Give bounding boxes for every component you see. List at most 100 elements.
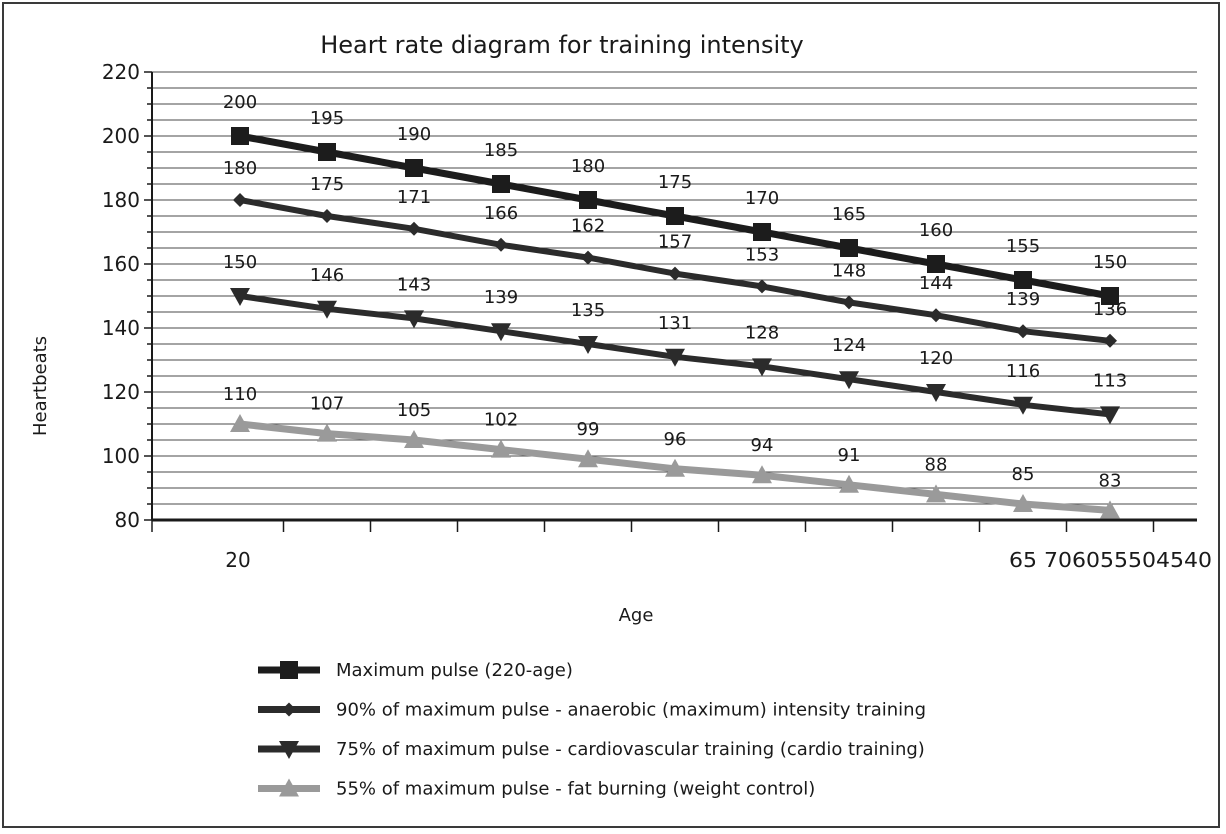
marker-triangle-up <box>1100 500 1120 519</box>
data-label: 153 <box>745 244 779 265</box>
marker-triangle-up <box>279 778 299 797</box>
data-label: 165 <box>832 204 866 225</box>
data-label: 162 <box>571 216 605 237</box>
data-label: 135 <box>571 300 605 321</box>
marker-triangle-down <box>1013 396 1033 415</box>
marker-triangle-up <box>665 458 685 477</box>
marker-triangle-down <box>317 300 337 319</box>
series-2 <box>233 193 1117 348</box>
y-tick-label: 220 <box>102 60 140 84</box>
data-label: 136 <box>1093 299 1127 320</box>
marker-triangle-down <box>230 288 250 306</box>
data-label: 96 <box>664 429 687 450</box>
series <box>230 127 1120 519</box>
marker-square <box>280 661 298 679</box>
marker-square <box>1101 287 1119 305</box>
marker-diamond <box>320 209 334 223</box>
data-label: 144 <box>919 273 953 294</box>
data-label: 157 <box>658 232 692 253</box>
marker-triangle-down <box>752 358 772 377</box>
marker-triangle-up <box>926 484 946 503</box>
data-label: 150 <box>1093 252 1127 273</box>
data-label: 99 <box>577 419 600 440</box>
series-1 <box>231 127 1119 305</box>
x-tick-label: 65 706055504540 <box>1009 548 1212 572</box>
y-tick-label: 200 <box>102 124 140 148</box>
data-label: 107 <box>310 394 344 415</box>
data-label: 120 <box>919 348 953 369</box>
legend-entry: 90% of maximum pulse - anaerobic (maximu… <box>258 700 926 721</box>
legend-entry: 55% of maximum pulse - fat burning (weig… <box>258 778 815 800</box>
marker-diamond <box>407 221 421 236</box>
chart-title: Heart rate diagram for training intensit… <box>320 31 804 59</box>
legend-entry: 75% of maximum pulse - cardiovascular tr… <box>258 739 925 760</box>
legend: Maximum pulse (220-age) 90% of maximum pu… <box>258 660 926 800</box>
data-label: 146 <box>310 265 344 286</box>
marker-triangle-down <box>1100 406 1120 425</box>
marker-diamond <box>1103 333 1117 348</box>
data-label: 185 <box>484 140 518 161</box>
y-tick-label: 160 <box>102 252 140 276</box>
marker-square <box>318 143 336 161</box>
data-label: 110 <box>223 384 257 405</box>
data-label: 143 <box>397 274 431 295</box>
data-label: 171 <box>397 187 431 208</box>
marker-square <box>579 191 597 209</box>
data-label: 94 <box>751 435 774 456</box>
y-tick-label: 120 <box>102 380 140 404</box>
marker-triangle-up <box>491 439 511 458</box>
marker-square <box>492 175 510 193</box>
marker-triangle-up <box>404 430 424 448</box>
legend-label: 55% of maximum pulse - fat burning (weig… <box>336 779 815 800</box>
marker-triangle-up <box>752 465 772 484</box>
marker-square <box>405 159 423 177</box>
marker-diamond <box>842 295 856 310</box>
marker-square <box>1014 271 1032 289</box>
y-tick-label: 100 <box>102 444 140 468</box>
marker-diamond <box>755 279 769 294</box>
marker-diamond <box>668 266 682 281</box>
marker-square <box>840 239 858 257</box>
data-label: 166 <box>484 203 518 224</box>
axes: 80 100 120 140 160 180 200 220 <box>102 60 1197 532</box>
marker-triangle-down <box>279 741 299 759</box>
data-label: 190 <box>397 124 431 145</box>
marker-square <box>231 127 249 145</box>
y-tick-label: 180 <box>102 188 140 212</box>
data-label: 131 <box>658 313 692 334</box>
y-axis-label: Heartbeats <box>30 336 51 436</box>
data-label: 128 <box>745 322 779 343</box>
marker-diamond <box>494 237 508 252</box>
data-label: 200 <box>223 92 257 113</box>
marker-square <box>753 223 771 241</box>
data-label: 139 <box>484 287 518 308</box>
data-label: 105 <box>397 400 431 421</box>
data-label: 83 <box>1099 470 1122 491</box>
data-label: 102 <box>484 410 518 431</box>
marker-triangle-up <box>839 474 859 493</box>
legend-label: 90% of maximum pulse - anaerobic (maximu… <box>336 700 926 721</box>
marker-diamond <box>282 702 296 717</box>
series-4 <box>230 414 1120 519</box>
marker-triangle-up <box>1013 494 1033 512</box>
data-labels: 200 195 190 185 180 175 170 165 160 155 150 180 175 1… <box>223 92 1127 491</box>
legend-entry: Maximum pulse (220-age) <box>258 660 573 681</box>
data-label: 175 <box>658 172 692 193</box>
marker-triangle-down <box>404 310 424 329</box>
marker-triangle-down <box>839 371 859 390</box>
data-label: 175 <box>310 174 344 195</box>
data-label: 170 <box>745 188 779 209</box>
data-label: 180 <box>571 156 605 177</box>
data-label: 148 <box>832 260 866 281</box>
marker-triangle-down <box>926 384 946 402</box>
marker-triangle-down <box>578 336 598 354</box>
series-3 <box>230 288 1120 425</box>
marker-triangle-up <box>317 423 337 442</box>
x-tick-label: 20 <box>225 548 250 572</box>
marker-square <box>927 255 945 273</box>
x-axis-label: Age <box>619 605 654 626</box>
data-label: 180 <box>223 158 257 179</box>
data-label: 113 <box>1093 370 1127 391</box>
